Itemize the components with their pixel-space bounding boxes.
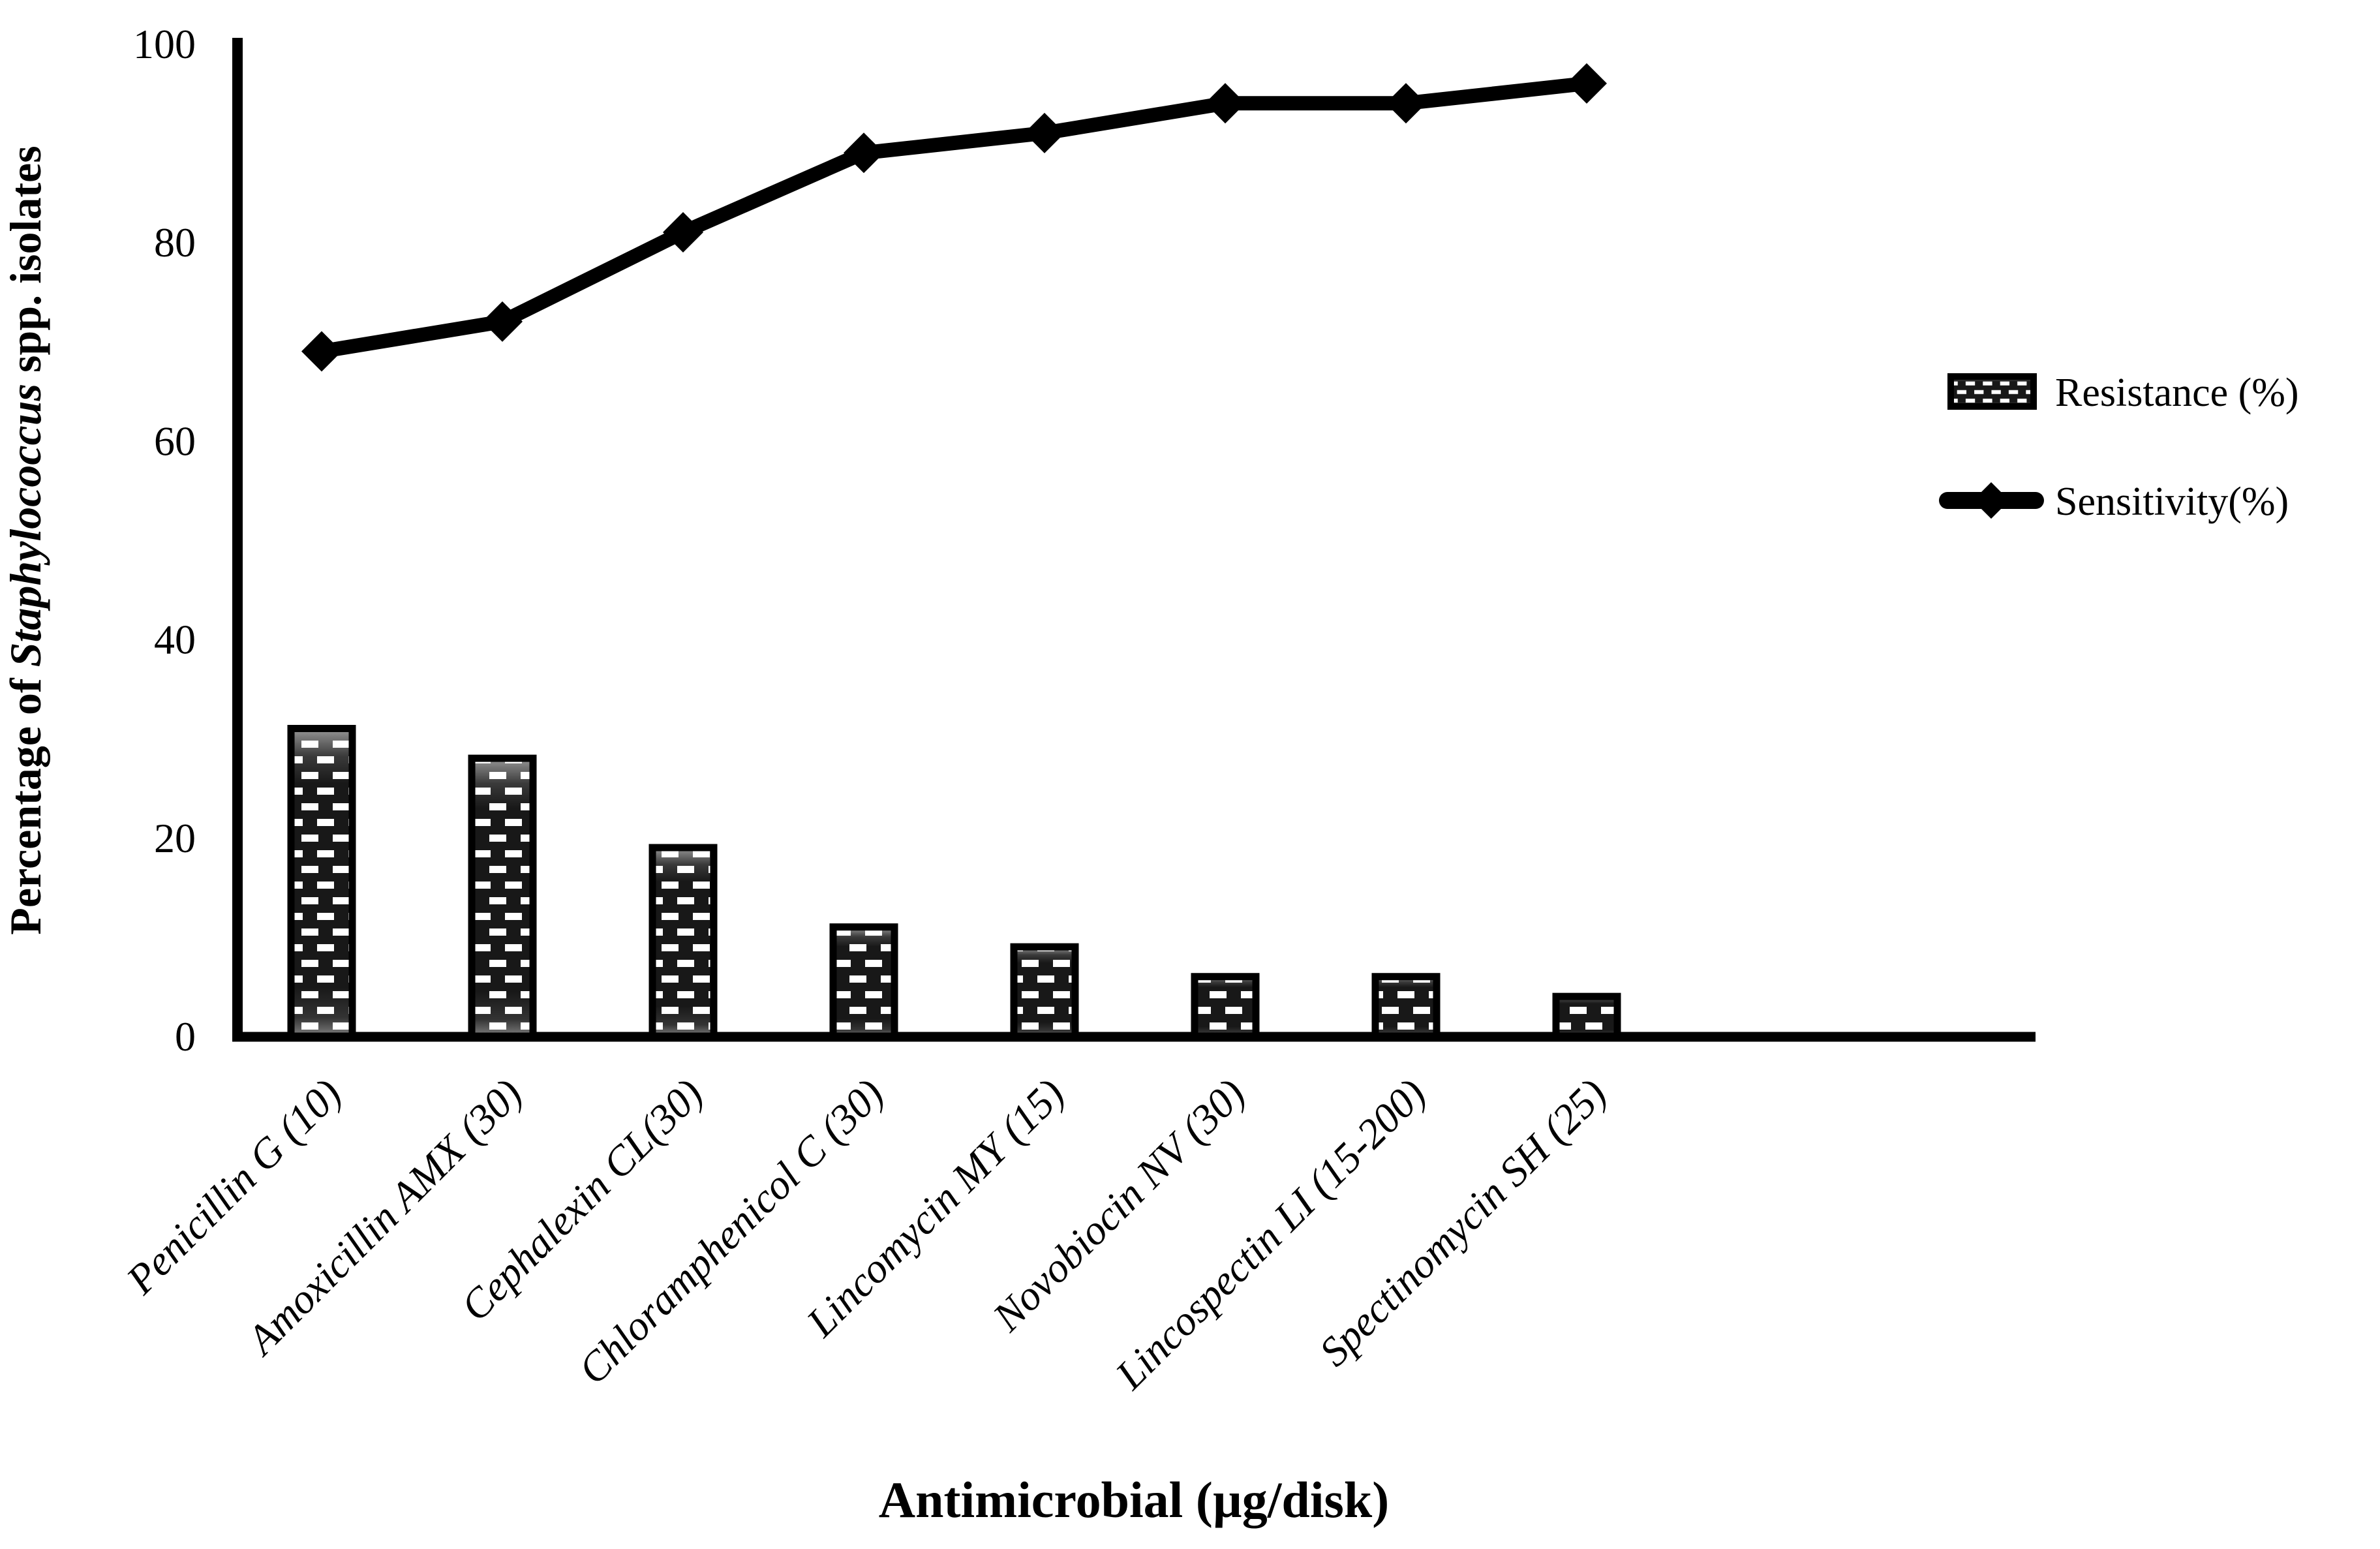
sensitivity-marker bbox=[844, 132, 884, 174]
resistance-bar-shine bbox=[833, 927, 894, 1036]
sensitivity-marker bbox=[1024, 112, 1065, 153]
resistance-bar-shine bbox=[1556, 996, 1617, 1036]
y-axis-title: Percentage of Staphylococcus spp. isolat… bbox=[1, 146, 50, 934]
resistance-bar-border bbox=[648, 844, 718, 1040]
sensitivity-diamond-marker-icon bbox=[1973, 482, 2009, 519]
y-tick-label: 40 bbox=[154, 617, 196, 663]
sensitivity-marker bbox=[1566, 63, 1607, 104]
resistance-bar-border bbox=[1010, 943, 1079, 1040]
resistance-bar-border bbox=[468, 754, 537, 1040]
legend-label-sensitivity: Sensitivity(%) bbox=[2055, 480, 2289, 524]
y-axis-title-prefix: Percentage of bbox=[1, 667, 50, 934]
sensitivity-line bbox=[320, 76, 1588, 359]
resistance-bar-shine bbox=[1375, 976, 1437, 1036]
resistance-swatch-shine bbox=[1951, 376, 2034, 406]
x-axis-title: Antimicrobial (µg/disk) bbox=[879, 1471, 1389, 1528]
y-axis-title-suffix: spp. isolates bbox=[1, 146, 50, 384]
resistance-bar-shine bbox=[652, 848, 714, 1036]
legend-item-resistance: Resistance (%) bbox=[1947, 371, 2299, 415]
resistance-bar-shine bbox=[472, 758, 533, 1036]
resistance-bar-border bbox=[829, 923, 898, 1040]
x-category-label: Lincospectin LI (15-200) bbox=[1106, 1070, 1435, 1398]
resistance-bar-border bbox=[287, 724, 356, 1040]
legend-item-sensitivity: Sensitivity(%) bbox=[1939, 480, 2289, 524]
resistance-bar-border bbox=[1191, 973, 1260, 1040]
y-tick-label: 60 bbox=[154, 418, 196, 464]
y-axis-title-genus: Staphylococcus bbox=[1, 384, 50, 667]
resistance-swatch-border bbox=[1947, 373, 2037, 410]
x-category-label: Chloramphenicol C (30) bbox=[570, 1070, 892, 1393]
y-tick-label: 0 bbox=[175, 1013, 196, 1060]
legend-label-resistance: Resistance (%) bbox=[2055, 371, 2299, 415]
sensitivity-marker bbox=[482, 301, 523, 342]
sensitivity-marker bbox=[1205, 83, 1245, 124]
sensitivity-marker bbox=[301, 331, 342, 372]
y-tick-label: 20 bbox=[154, 815, 196, 861]
resistance-bar-border bbox=[1371, 973, 1441, 1040]
y-tick-label: 100 bbox=[133, 21, 196, 67]
legend: Resistance (%) Sensitivity(%) bbox=[1939, 371, 2299, 524]
sensitivity-marker bbox=[663, 211, 703, 253]
resistance-bar-shine bbox=[291, 728, 352, 1036]
resistance-bar-shine bbox=[1195, 976, 1256, 1036]
y-tick-label: 80 bbox=[154, 219, 196, 266]
resistance-bar-border bbox=[1552, 992, 1621, 1040]
sensitivity-marker bbox=[1386, 83, 1426, 124]
resistance-bar-shine bbox=[1014, 947, 1075, 1036]
